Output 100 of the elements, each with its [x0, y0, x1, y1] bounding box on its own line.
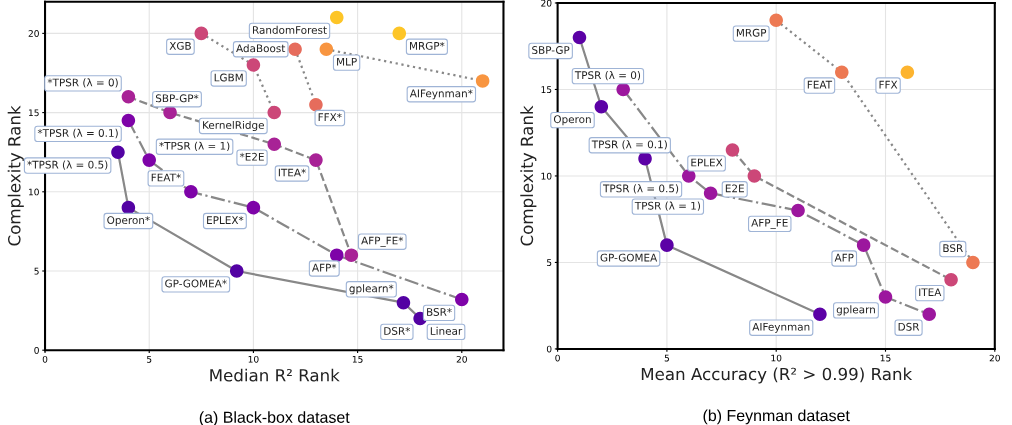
y-tick-label: 0 — [34, 346, 39, 354]
x-axis-title: Median R² Rank — [210, 368, 340, 382]
y-tick-label: 15 — [28, 109, 39, 117]
annotation: ITEA* — [278, 168, 306, 177]
annotation: AdaBoost — [236, 44, 286, 53]
annotation: FFX* — [318, 113, 342, 121]
y-axis-title: Complexity Rank — [520, 105, 537, 246]
annotation: AFP* — [312, 263, 337, 272]
annotation: FEAT* — [151, 173, 181, 182]
annotation: AFP_FE — [751, 218, 788, 229]
annotation: MLP — [337, 57, 357, 66]
x-tick-label: 15 — [880, 354, 891, 362]
point — [900, 65, 915, 79]
point — [791, 203, 805, 218]
point — [288, 42, 302, 56]
point — [309, 153, 323, 167]
point — [594, 99, 609, 114]
point — [922, 307, 936, 322]
point — [142, 153, 156, 167]
annotation: KernelRidge — [203, 120, 264, 131]
point — [121, 113, 136, 128]
y-axis-title: Complexity Rank — [7, 105, 24, 246]
point — [856, 238, 871, 252]
point — [121, 200, 136, 215]
annotation: gplearn* — [349, 284, 394, 295]
annotation: gplearn — [836, 305, 875, 316]
annotation: *TPSR (λ = 0.5) — [27, 160, 108, 170]
x-tick-label: 0 — [42, 355, 48, 363]
point — [475, 74, 490, 88]
x-tick-label: 15 — [352, 356, 363, 363]
point — [944, 272, 958, 287]
y-tick-label: 0 — [546, 345, 552, 353]
annotation: FFX — [879, 80, 898, 89]
y-tick-label: 10 — [541, 172, 552, 180]
annotation: BSR — [943, 244, 963, 253]
point — [184, 185, 198, 199]
annotation: MRGP* — [410, 41, 445, 50]
annotation: ITEA — [919, 288, 942, 296]
point — [392, 26, 407, 41]
annotation: LGBM — [214, 73, 243, 82]
annotation: BSR* — [427, 308, 452, 316]
x-tick-label: 10 — [248, 355, 259, 363]
annotation: Linear — [430, 326, 463, 335]
annotation: RandomForest — [252, 25, 327, 34]
y-tick-label: 20 — [541, 0, 552, 7]
x-tick-label: 5 — [664, 354, 669, 362]
annotation: GP-GOMEA* — [165, 279, 227, 288]
point — [703, 186, 718, 201]
annotation: SBP-GP — [532, 46, 570, 54]
point — [330, 248, 344, 262]
annotation: *TPSR (λ = 0.1) — [37, 128, 118, 139]
point — [121, 89, 136, 104]
annotation: DSR — [898, 322, 920, 331]
annotation: AFP — [834, 253, 854, 262]
point — [330, 10, 344, 25]
annotation: E2E — [725, 184, 744, 193]
point — [396, 295, 411, 310]
point — [319, 42, 334, 56]
x-tick-label: 5 — [147, 356, 152, 363]
point — [769, 13, 783, 28]
annotation: TPSR (λ = 0) — [574, 71, 641, 81]
point — [878, 290, 893, 304]
point — [229, 264, 244, 278]
y-tick-label: 5 — [547, 259, 552, 266]
y-tick-label: 5 — [34, 267, 39, 275]
point — [267, 105, 282, 120]
y-tick-label: 10 — [28, 188, 39, 196]
y-tick-label: 20 — [28, 30, 39, 37]
annotation: AIFeynman — [752, 322, 810, 333]
annotation: GP-GOMEA — [600, 253, 658, 262]
point — [572, 30, 587, 45]
annotation: AIFeynman* — [409, 89, 473, 100]
annotation: EPLEX* — [207, 216, 244, 224]
annotation: TPSR (λ = 0.5) — [603, 184, 679, 194]
annotation: Operon — [553, 115, 591, 126]
point — [747, 169, 762, 183]
annotation: EPLEX — [691, 158, 723, 167]
point — [246, 58, 261, 72]
annotation: FEAT — [807, 80, 833, 89]
x-axis-title: Mean Accuracy (R² > 0.99) Rank — [641, 367, 913, 384]
annotation: AFP_FE* — [361, 236, 404, 247]
y-tick-label: 15 — [541, 86, 552, 94]
point — [835, 65, 849, 79]
x-tick-label: 20 — [456, 355, 467, 363]
point — [725, 143, 740, 157]
point — [309, 97, 323, 112]
annotation: XGB — [169, 41, 191, 50]
point — [344, 248, 359, 262]
annotation: DSR* — [384, 327, 411, 335]
point — [111, 145, 125, 159]
point — [246, 200, 261, 215]
annotation: *E2E — [239, 152, 264, 161]
point — [267, 137, 282, 152]
annotation: Operon* — [107, 216, 150, 227]
x-tick-label: 10 — [771, 354, 782, 362]
point — [455, 292, 469, 307]
x-tick-label: 20 — [989, 354, 1000, 362]
text: (b) Feynman dataset — [703, 409, 850, 425]
annotation: MRGP — [736, 28, 767, 37]
annotation: *TPSR (λ = 1) — [159, 141, 230, 151]
